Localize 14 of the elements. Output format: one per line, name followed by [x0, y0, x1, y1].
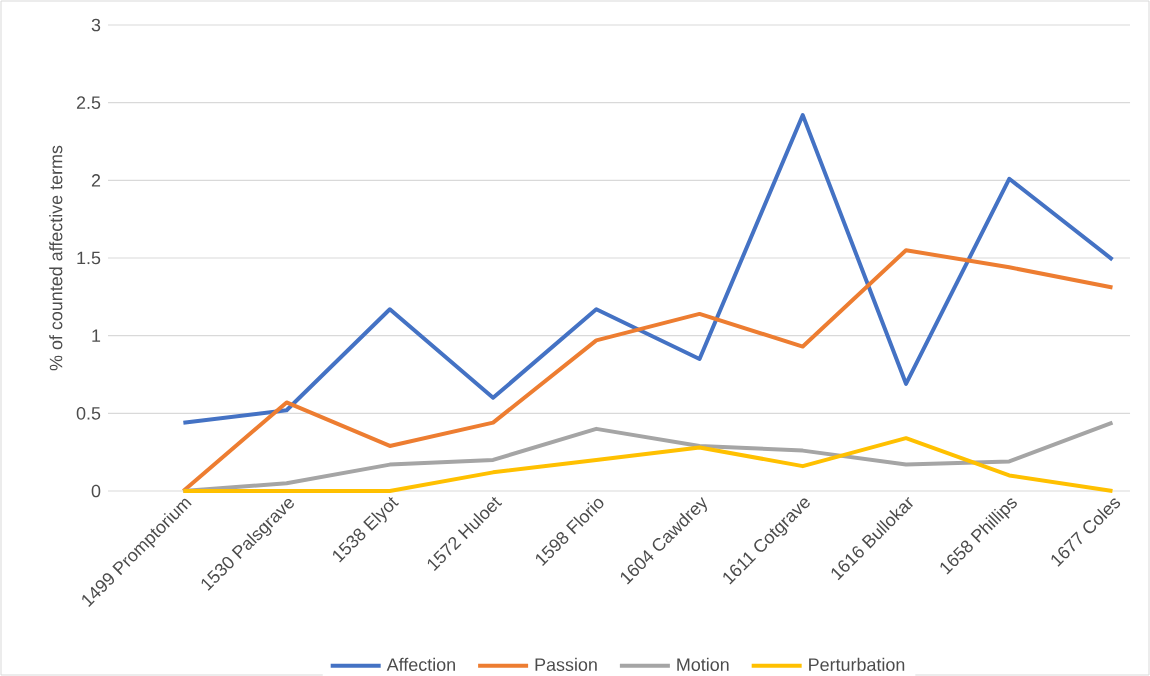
- y-tick-label: 3: [91, 18, 101, 32]
- y-tick-label: 2.5: [76, 96, 101, 110]
- legend-label: Passion: [535, 657, 597, 671]
- y-tick-label: 0: [91, 484, 101, 498]
- y-tick-label: 1: [92, 329, 101, 342]
- y-tick-label: 1.5: [77, 251, 101, 265]
- line-series: [181, 248, 1115, 493]
- legend-label: Motion: [677, 657, 729, 671]
- y-tick-label: 0.5: [76, 406, 101, 420]
- y-axis-title: % of counted affective terms: [49, 145, 63, 371]
- legend-label: Affection: [386, 657, 455, 671]
- legend-label: Perturbation: [809, 657, 905, 671]
- y-tick-label: 2: [91, 174, 101, 187]
- line-series: [181, 113, 1115, 425]
